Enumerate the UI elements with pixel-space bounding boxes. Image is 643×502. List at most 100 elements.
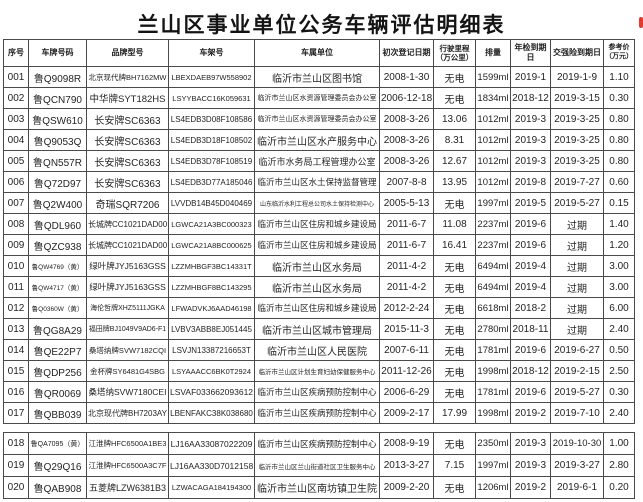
- cell-mileage: 7.15: [433, 454, 476, 477]
- cell-plate-number: 鲁QSW610: [28, 108, 87, 130]
- cell-vin: LVVDB14B45D040469: [168, 192, 255, 214]
- cell-index: 008: [3, 213, 29, 235]
- cell-inspection-due: 2019-6: [510, 213, 551, 235]
- cell-inspection-due: 2019-3: [510, 432, 551, 455]
- cell-mileage: 无电: [433, 297, 476, 319]
- cell-owner-unit: 临沂市兰山区人民医院: [254, 339, 380, 361]
- cell-reference-price: 1.00: [603, 432, 635, 455]
- cell-inspection-due: 2019-6: [510, 381, 551, 403]
- cell-brand-model: 长城牌CC1021DAD00: [86, 213, 169, 235]
- table-row: 006 鲁Q72D97 长安牌SC6363 LS4EDB3D77A185046 临沂市兰…: [3, 171, 635, 193]
- cell-owner-unit: 临沂市兰山区水产服务中心: [254, 129, 380, 151]
- cell-reference-price: 0.80: [603, 150, 635, 172]
- cell-index: 018: [3, 432, 29, 455]
- cell-displacement: 1998ml: [475, 360, 511, 382]
- cell-vin: LSVAF033662093612: [168, 381, 255, 403]
- cell-insurance-due: 2019-3-25: [550, 129, 604, 151]
- cell-plate-number: 鲁QAB908: [28, 476, 87, 499]
- cell-reference-price: 3.00: [603, 276, 635, 298]
- cell-reference-price: 1.10: [603, 66, 635, 88]
- cell-mileage: 无电: [433, 381, 476, 403]
- cell-owner-unit: 临沂市兰山区计划生育妇幼保健服务中心: [254, 360, 380, 382]
- cell-inspection-due: 2018-2: [510, 297, 551, 319]
- cell-displacement: 1997ml: [475, 454, 511, 477]
- cell-brand-model: 长安牌SC6363: [86, 108, 169, 130]
- cell-owner-unit: 临沂市兰山区疾病预防控制中心: [254, 402, 380, 424]
- cell-registration-date: 2011-4-2: [379, 255, 434, 277]
- cell-owner-unit: 临沂市兰山区住房和城乡建设局: [254, 213, 380, 235]
- cell-plate-number: 鲁Q9098R: [28, 66, 87, 88]
- cell-vin: LS4EDB3D78F108519: [168, 150, 255, 172]
- cell-reference-price: 3.00: [603, 255, 635, 277]
- cell-registration-date: 2009-2-17: [379, 402, 434, 424]
- cell-inspection-due: 2019-8: [510, 171, 551, 193]
- cell-registration-date: 2008-1-30: [379, 66, 434, 88]
- header-vin: 车架号: [168, 39, 255, 67]
- cell-index: 002: [3, 87, 29, 109]
- cell-mileage: 12.67: [433, 150, 476, 172]
- cell-insurance-due: 过期: [550, 297, 604, 319]
- cell-registration-date: 2007-6-11: [379, 339, 434, 361]
- cell-reference-price: 1.40: [603, 213, 635, 235]
- cell-reference-price: 0.80: [603, 108, 635, 130]
- cell-owner-unit: 山东临沂水利工程总公司水土保持检测中心: [254, 192, 380, 214]
- cell-insurance-due: 2019-10-30: [550, 432, 604, 455]
- cell-insurance-due: 过期: [550, 276, 604, 298]
- table-row: 002 鲁QCN790 中华牌SYT182HS LSYYBACC16K059631 临沂…: [3, 87, 635, 109]
- cell-displacement: 1599ml: [475, 66, 511, 88]
- cell-brand-model: 长安牌SC6363: [86, 171, 169, 193]
- header-plate-number: 车牌号码: [28, 39, 87, 67]
- cell-owner-unit: 临沂市兰山区城市管理局: [254, 318, 380, 340]
- cell-plate-number: 鲁QE22P7: [28, 339, 87, 361]
- cell-displacement: 1834ml: [475, 87, 511, 109]
- header-reference-price: 参考价 （万元）: [603, 39, 635, 67]
- cell-brand-model: 桑塔纳SVW7180CEI: [86, 381, 169, 403]
- cell-vin: LZWACAGA184194300: [168, 476, 255, 499]
- cell-insurance-due: 2019-3-15: [550, 87, 604, 109]
- cell-insurance-due: 过期: [550, 255, 604, 277]
- cell-registration-date: 2008-3-26: [379, 150, 434, 172]
- cell-vin: LGWCA21A8BC000625: [168, 234, 255, 256]
- cell-vin: LJ16AA330D7012158: [168, 454, 255, 477]
- cell-owner-unit: 临沂市兰山区水资源管理委员会办公室: [254, 108, 380, 130]
- cell-vin: LSYAAACC6BK0T2924: [168, 360, 255, 382]
- cell-index: 017: [3, 402, 29, 424]
- header-mileage: 行驶里程 （万公里）: [433, 39, 476, 67]
- cell-insurance-due: 2019-2-15: [550, 360, 604, 382]
- cell-mileage: 无电: [433, 339, 476, 361]
- cell-displacement: 1781ml: [475, 339, 511, 361]
- table-row: 005 鲁QN557R 长安牌SC6363 LS4EDB3D78F108519 临沂市水…: [3, 150, 635, 172]
- cell-mileage: 8.31: [433, 129, 476, 151]
- cell-registration-date: 2011-6-7: [379, 213, 434, 235]
- cell-displacement: 1012ml: [475, 108, 511, 130]
- cell-brand-model: 长安牌SC6363: [86, 129, 169, 151]
- cell-registration-date: 2011-12-26: [379, 360, 434, 382]
- cell-mileage: 13.95: [433, 171, 476, 193]
- header-owner-unit: 车属单位: [254, 39, 380, 67]
- cell-mileage: 无电: [433, 87, 476, 109]
- cell-index: 010: [3, 255, 29, 277]
- vehicle-evaluation-table-continued: 018 鲁QA7095（黄） 江淮牌HFC6500A1BE3 LJ16AA330870…: [3, 432, 635, 499]
- cell-owner-unit: 临沂市兰山区疾病预防控制中心: [254, 381, 380, 403]
- table-row: 010 鲁QW4769（黄） 绿叶牌JYJ5163GSS LZZMHBGF3BC143…: [3, 255, 635, 277]
- cell-insurance-due: 2019-6-27: [550, 339, 604, 361]
- cell-brand-model: 绿叶牌JYJ5163GSS: [86, 276, 169, 298]
- cell-displacement: 1012ml: [475, 129, 511, 151]
- cell-vin: LBENFAKC38K038680: [168, 402, 255, 424]
- cell-reference-price: 0.50: [603, 339, 635, 361]
- cell-index: 001: [3, 66, 29, 88]
- table-row: 008 鲁QDL960 长城牌CC1021DAD00 LGWCA21A3BC00032…: [3, 213, 635, 235]
- cell-insurance-due: 2019-7-27: [550, 171, 604, 193]
- cell-reference-price: 6.00: [603, 297, 635, 319]
- cell-mileage: 无电: [433, 476, 476, 499]
- cell-inspection-due: 2019-6: [510, 234, 551, 256]
- cell-insurance-due: 2019-5-27: [550, 381, 604, 403]
- cell-reference-price: 2.40: [603, 318, 635, 340]
- cell-brand-model: 北京现代牌BH7162MW: [86, 66, 169, 88]
- cell-index: 015: [3, 360, 29, 382]
- cell-owner-unit: 临沂市兰山区图书馆: [254, 66, 380, 88]
- cell-insurance-due: 2019-5-27: [550, 192, 604, 214]
- cell-inspection-due: 2019-3: [510, 108, 551, 130]
- cell-vin: LS4EDB3D08F108586: [168, 108, 255, 130]
- cell-index: 009: [3, 234, 29, 256]
